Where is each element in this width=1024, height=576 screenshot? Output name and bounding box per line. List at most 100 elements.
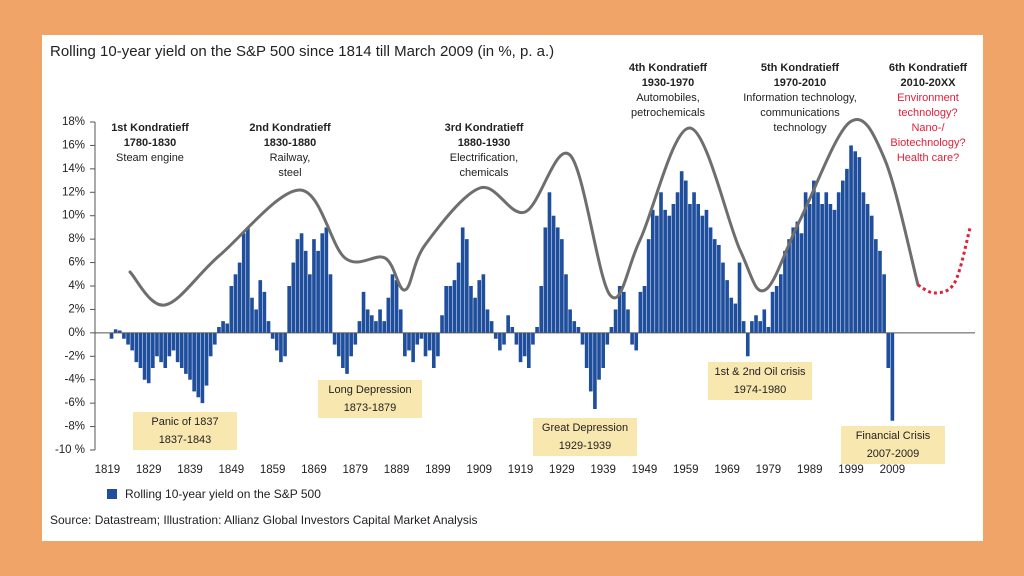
bar [485, 309, 490, 333]
crisis-box [708, 362, 812, 400]
kondratieff-topic: Railway, [270, 152, 311, 164]
bar [630, 332, 634, 345]
kondratieff-topic: Health care? [897, 152, 959, 164]
bar [861, 192, 866, 333]
kondratieff-topic: Information technology, [743, 92, 857, 104]
bar [481, 274, 486, 333]
bar [770, 291, 775, 333]
y-tick-label: -4% [65, 374, 85, 386]
bar [369, 315, 374, 333]
y-tick-label: 8% [68, 233, 85, 245]
kondratieff-topic: Nano-/ [911, 122, 945, 134]
bar [122, 332, 126, 339]
bar [754, 315, 758, 333]
kondratieff-topic: Biotechnology? [890, 137, 965, 149]
y-tick-label: -6% [65, 397, 85, 409]
kondratieff-topic: petrochemicals [631, 107, 705, 119]
bar [411, 332, 415, 363]
y-tick-label: 12% [62, 186, 85, 198]
bar [361, 291, 366, 333]
bar [308, 274, 312, 333]
bar [766, 327, 771, 333]
bar [200, 332, 205, 404]
bar [134, 332, 139, 363]
bar [795, 221, 800, 333]
bar [865, 204, 870, 333]
crisis-label: 1974-1980 [734, 384, 787, 396]
kondratieff-title: 3rd Kondratieff [445, 122, 524, 134]
bar [531, 332, 535, 345]
bar [758, 321, 762, 333]
bar [816, 192, 820, 333]
bar [460, 227, 465, 333]
kondratieff-topic: technology? [898, 107, 957, 119]
bar [266, 321, 271, 333]
bar [787, 239, 791, 333]
bar [642, 286, 647, 333]
bar [688, 204, 692, 333]
y-tick-label: -8% [65, 421, 85, 433]
bar [700, 215, 705, 333]
legend-label: Rolling 10-year yield on the S&P 500 [125, 487, 321, 501]
crisis-label: 1873-1879 [344, 402, 397, 414]
x-tick-label: 2009 [880, 464, 906, 476]
bar [840, 180, 845, 333]
bar [341, 332, 345, 368]
crisis-label: 2007-2009 [867, 448, 920, 460]
bar [646, 239, 651, 333]
bar [807, 204, 812, 333]
bar [593, 332, 597, 409]
bar [588, 332, 593, 392]
bar [374, 321, 378, 333]
x-tick-label: 1989 [797, 464, 823, 476]
kondratieff-title: 4th Kondratieff [629, 62, 708, 74]
kondratieff-topic: Steam engine [116, 152, 184, 164]
bar [212, 332, 217, 345]
crisis-label: 1929-1939 [559, 440, 612, 452]
kondratieff-topic: chemicals [460, 167, 509, 179]
bar [576, 327, 581, 333]
crisis-box [533, 418, 637, 456]
bar [332, 332, 337, 345]
bar [415, 332, 420, 345]
bar [233, 274, 238, 333]
kondratieff-period: 1830-1880 [264, 137, 317, 149]
bar [312, 239, 316, 333]
bar [613, 309, 618, 333]
bar [109, 332, 114, 339]
crisis-box [133, 412, 237, 450]
bar [188, 332, 192, 380]
bar [779, 274, 783, 333]
bar [638, 291, 643, 333]
bar [584, 332, 589, 368]
x-tick-label: 1959 [673, 464, 699, 476]
bar [869, 215, 874, 333]
y-tick-label: 6% [68, 257, 85, 269]
bar [886, 332, 891, 368]
kondratieff-topic: steel [278, 167, 301, 179]
legend-swatch [107, 489, 117, 499]
bar [159, 332, 163, 363]
bar [473, 297, 477, 333]
bar [353, 332, 358, 345]
bar [783, 250, 787, 333]
bar [328, 274, 333, 333]
bar [382, 321, 387, 333]
kondratieff-topic: Environment [897, 92, 959, 104]
bar [254, 309, 258, 333]
bar [489, 321, 494, 333]
bar [597, 332, 601, 380]
bar [444, 286, 448, 333]
bar [547, 192, 552, 333]
bar [477, 280, 482, 333]
bar [179, 332, 184, 368]
bar [708, 227, 713, 333]
bar [113, 329, 118, 333]
bar [229, 286, 234, 333]
bar [336, 332, 341, 357]
crisis-label: 1837-1843 [159, 434, 212, 446]
bar [820, 204, 824, 333]
bar [774, 286, 779, 333]
kondratieff-period: 2010-20XX [900, 77, 956, 89]
